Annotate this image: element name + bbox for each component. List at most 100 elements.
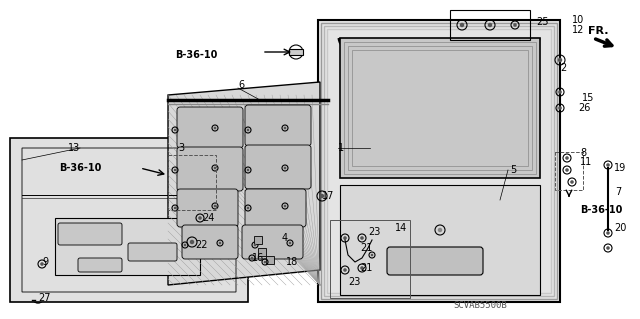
Text: 23: 23 [368, 227, 380, 237]
Circle shape [189, 240, 195, 244]
Circle shape [246, 129, 250, 131]
Circle shape [606, 246, 610, 250]
Text: 20: 20 [614, 223, 627, 233]
Polygon shape [318, 20, 560, 302]
Circle shape [284, 205, 286, 207]
Text: 7: 7 [615, 187, 621, 197]
Circle shape [246, 169, 250, 171]
Bar [266, 256, 274, 264]
Text: 9: 9 [42, 257, 48, 267]
Circle shape [460, 23, 464, 27]
Circle shape [219, 242, 221, 244]
Circle shape [570, 180, 574, 184]
Polygon shape [168, 82, 320, 285]
Bar [289, 49, 303, 55]
Text: FR.: FR. [588, 26, 609, 36]
Circle shape [320, 194, 324, 198]
Bar [330, 220, 410, 298]
Text: 2: 2 [560, 63, 566, 73]
Bar [555, 152, 583, 190]
Circle shape [438, 228, 442, 232]
Circle shape [557, 58, 563, 62]
Bar [450, 10, 530, 40]
Text: 5: 5 [510, 165, 516, 175]
Polygon shape [340, 185, 540, 295]
Polygon shape [55, 218, 200, 275]
Circle shape [173, 207, 177, 209]
Text: 17: 17 [322, 191, 334, 201]
Circle shape [40, 262, 44, 266]
Circle shape [214, 127, 216, 129]
Circle shape [488, 23, 492, 27]
Circle shape [214, 167, 216, 169]
Text: 21: 21 [360, 263, 372, 273]
FancyBboxPatch shape [242, 225, 303, 259]
FancyBboxPatch shape [128, 243, 177, 261]
Text: B-36-10: B-36-10 [175, 50, 218, 60]
Text: 11: 11 [580, 157, 592, 167]
Circle shape [253, 244, 257, 246]
Text: SCVAB5500B: SCVAB5500B [453, 301, 507, 310]
Text: 10: 10 [572, 15, 584, 25]
Text: 16: 16 [252, 253, 264, 263]
Bar [258, 248, 266, 256]
Text: 4: 4 [282, 233, 288, 243]
Circle shape [246, 207, 250, 209]
Circle shape [606, 163, 610, 167]
Circle shape [214, 205, 216, 207]
Circle shape [606, 231, 610, 235]
FancyBboxPatch shape [245, 105, 311, 146]
FancyBboxPatch shape [78, 258, 122, 272]
Circle shape [343, 268, 347, 272]
Circle shape [360, 266, 364, 270]
FancyBboxPatch shape [245, 145, 311, 189]
Circle shape [558, 106, 562, 110]
Circle shape [284, 127, 286, 129]
Circle shape [184, 244, 186, 246]
FancyBboxPatch shape [387, 247, 483, 275]
Circle shape [565, 156, 569, 160]
Bar [168, 155, 216, 210]
FancyBboxPatch shape [177, 147, 243, 191]
Text: 27: 27 [38, 293, 51, 303]
Circle shape [173, 169, 177, 171]
Circle shape [565, 168, 569, 172]
Text: 13: 13 [68, 143, 80, 153]
Text: 26: 26 [578, 103, 590, 113]
Circle shape [360, 236, 364, 240]
Circle shape [173, 129, 177, 131]
Circle shape [251, 257, 253, 259]
Polygon shape [340, 38, 540, 178]
Circle shape [513, 23, 517, 27]
Text: 3: 3 [178, 143, 184, 153]
Text: 6: 6 [238, 80, 244, 90]
Text: 24: 24 [202, 213, 214, 223]
Circle shape [558, 90, 562, 94]
Text: 23: 23 [348, 277, 360, 287]
Bar [254, 236, 262, 244]
Text: 25: 25 [536, 17, 548, 27]
Circle shape [289, 242, 291, 244]
Circle shape [198, 216, 202, 220]
Text: B-36-10: B-36-10 [60, 163, 102, 173]
FancyBboxPatch shape [245, 189, 306, 227]
Circle shape [264, 261, 266, 263]
FancyBboxPatch shape [177, 107, 243, 148]
FancyBboxPatch shape [177, 189, 238, 227]
Text: 21: 21 [360, 243, 372, 253]
Text: 22: 22 [195, 240, 207, 250]
Text: 8: 8 [580, 148, 586, 158]
Text: 12: 12 [572, 25, 584, 35]
Text: 18: 18 [286, 257, 298, 267]
Text: 19: 19 [614, 163, 627, 173]
Circle shape [371, 254, 373, 256]
Polygon shape [10, 138, 248, 302]
Text: B-36-10: B-36-10 [580, 205, 622, 215]
Text: 14: 14 [395, 223, 407, 233]
Text: 15: 15 [582, 93, 595, 103]
Text: 1: 1 [338, 143, 344, 153]
Circle shape [284, 167, 286, 169]
FancyBboxPatch shape [58, 223, 122, 245]
Circle shape [343, 236, 347, 240]
FancyBboxPatch shape [182, 225, 238, 259]
